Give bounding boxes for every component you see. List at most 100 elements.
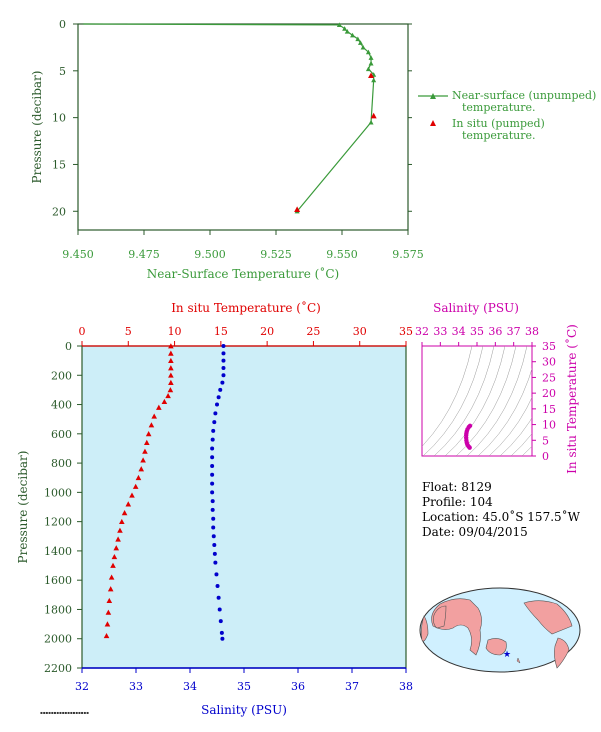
unpumped-temperature-point (355, 36, 361, 42)
near-surface-y-tick-label: 5 (59, 65, 66, 78)
ts-y-tick-label: 30 (542, 356, 556, 369)
temperature-tick-label: 30 (353, 325, 367, 338)
float-info: Float: 8129 Profile: 104 Location: 45.0˚… (422, 480, 581, 539)
salinity-point (210, 472, 215, 477)
legend-unpumped-marker (430, 93, 436, 99)
salinity-point (221, 351, 226, 356)
temperature-point (117, 527, 123, 533)
ts-y-tick-label: 15 (542, 403, 556, 416)
near-surface-legend: Near-surface (unpumped) temperature. In … (418, 89, 596, 142)
pressure-ticks: 0 200 400 600 800 1000 1200 1400 1600 1800 2000 220… (44, 340, 82, 675)
temperature-point (168, 357, 174, 364)
pressure-tick-label: 400 (51, 399, 72, 412)
salinity-point (210, 499, 215, 504)
unpumped-temperature-point (342, 26, 348, 31)
temperature-axis-label: In situ Temperature (˚C) (171, 300, 321, 315)
temperature-tick-label: 20 (260, 325, 274, 338)
salinity-point (217, 607, 222, 612)
near-surface-y-tick-label: 15 (52, 158, 66, 171)
ts-y-tick-label: 35 (542, 340, 556, 353)
ts-x-tick-label: 37 (507, 325, 521, 338)
ts-density-contour (477, 368, 532, 456)
salinity-tick-label: 37 (345, 680, 359, 693)
map-land-north-america (523, 600, 573, 635)
near-surface-y-label: Pressure (decibar) (30, 71, 44, 184)
salinity-point (211, 516, 216, 521)
pressure-tick-label: 1200 (44, 516, 72, 529)
temperature-point (148, 422, 155, 428)
salinity-point (212, 420, 217, 425)
near-surface-x-tick-label: 9.550 (326, 248, 358, 261)
temperature-point (151, 413, 158, 419)
ts-density-contour (521, 445, 532, 456)
pressure-tick-label: 1600 (44, 574, 72, 587)
legend-pumped-label-2: temperature. (462, 129, 536, 142)
pressure-tick-label: 600 (51, 428, 72, 441)
salinity-point (221, 344, 226, 348)
salinity-tick-label: 32 (75, 680, 89, 693)
pressure-tick-label: 1400 (44, 545, 72, 558)
legend-unpumped-label-2: temperature. (462, 101, 536, 114)
pumped-temperature-point (294, 206, 301, 212)
salinity-point (210, 507, 215, 512)
profile-y-label: Pressure (decibar) (16, 451, 30, 564)
ts-x-ticks: 32 33 34 35 36 37 38 (415, 325, 539, 346)
salinity-point (221, 358, 226, 363)
ts-x-label: Salinity (PSU) (433, 301, 519, 315)
salinity-point (214, 572, 219, 577)
temperature-tick-label: 35 (399, 325, 413, 338)
temperature-tick-label: 15 (214, 325, 228, 338)
legend-pumped-label: In situ (pumped) (452, 117, 545, 130)
near-surface-series (83, 22, 377, 214)
temperature-point (168, 350, 174, 356)
temperature-point (165, 392, 171, 399)
pressure-tick-label: 1000 (44, 486, 72, 499)
near-surface-y-tick-label: 20 (52, 205, 66, 218)
near-surface-x-tick-label: 9.525 (260, 248, 292, 261)
temperature-point (168, 365, 174, 371)
salinity-point (210, 446, 215, 451)
unpumped-temperature-point (360, 44, 366, 50)
salinity-point (213, 560, 218, 565)
temperature-point (144, 439, 150, 445)
salinity-point (210, 490, 215, 495)
ts-y-label: In situ Temperature (˚C) (564, 324, 579, 474)
unpumped-temperature-point (357, 40, 363, 45)
salinity-tick-label: 33 (129, 680, 143, 693)
ts-x-tick-label: 34 (452, 325, 466, 338)
salinity-point (219, 630, 224, 635)
salinity-point (220, 636, 225, 641)
temperature-point (140, 457, 146, 463)
temperature-point (105, 609, 112, 615)
ts-density-contour (466, 346, 528, 456)
temperature-point (113, 545, 120, 551)
salinity-tick-label: 38 (399, 680, 413, 693)
salinity-point (218, 619, 223, 624)
map-land-australia (485, 638, 507, 656)
temperature-point (168, 372, 174, 378)
near-surface-y-tick-label: 0 (59, 18, 66, 31)
temperature-point (135, 474, 142, 481)
ts-y-tick-label: 10 (542, 419, 556, 432)
temperature-point (138, 466, 145, 472)
salinity-point (210, 464, 215, 469)
salinity-point (212, 543, 217, 548)
temperature-point (156, 404, 162, 410)
temperature-tick-label: 5 (125, 325, 132, 338)
map-land-africa (421, 615, 429, 642)
ts-y-tick-label: 5 (542, 434, 549, 447)
ts-x-tick-label: 36 (488, 325, 502, 338)
near-surface-x-tick-label: 9.500 (194, 248, 226, 261)
temperature-point (142, 448, 148, 454)
salinity-point (212, 551, 217, 556)
ts-density-contour (499, 417, 532, 456)
ts-y-ticks: 0 5 10 15 20 25 30 35 (532, 340, 556, 463)
unpumped-temperature-point (368, 55, 374, 60)
ts-density-contour (510, 433, 532, 456)
unpumped-temperature-point (368, 119, 374, 125)
temperature-point (168, 343, 174, 349)
salinity-point (215, 402, 219, 407)
near-surface-x-ticks: 9.450 9.475 9.500 9.525 9.550 9.575 (62, 230, 424, 261)
pressure-tick-label: 200 (51, 369, 72, 382)
